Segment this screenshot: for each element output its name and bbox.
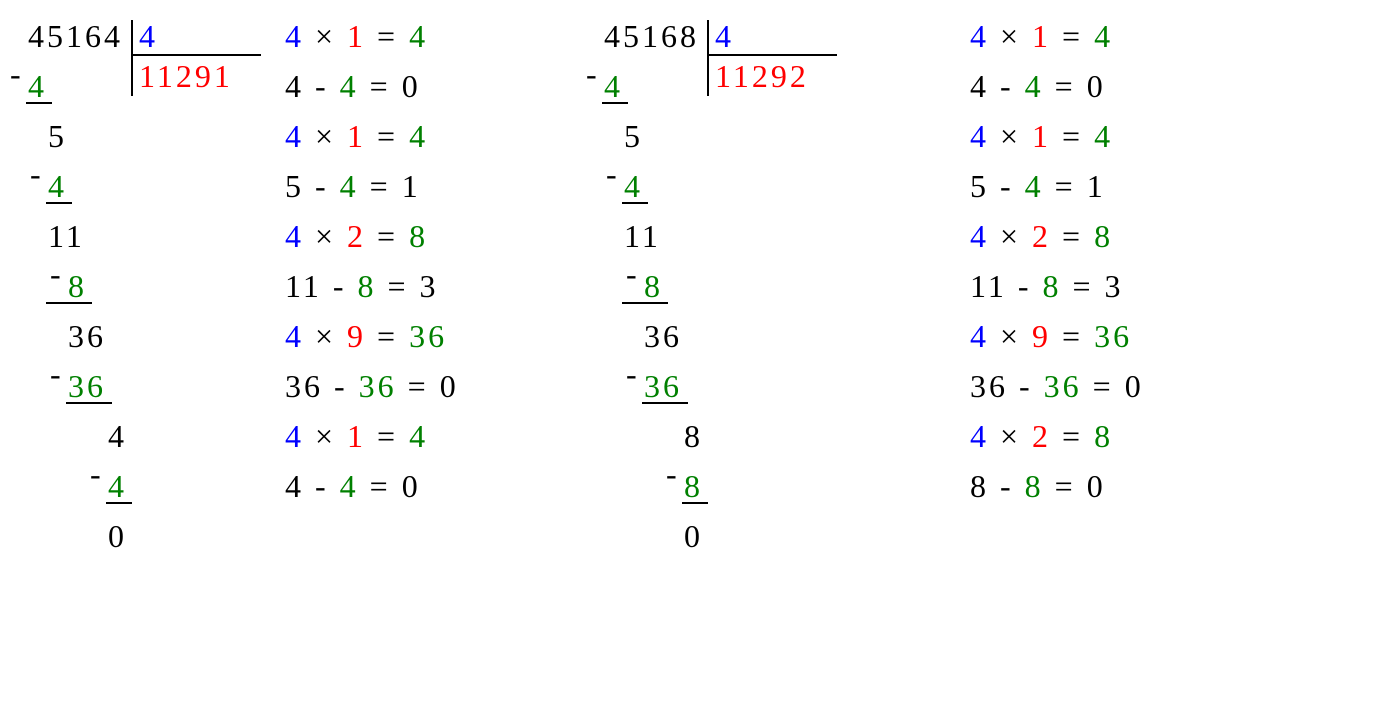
work-2-6: 36 — [644, 368, 682, 405]
rule-1-2 — [46, 202, 72, 204]
minus-1-0: - — [10, 56, 24, 93]
work-1-1: 5 — [48, 118, 67, 155]
work-1-4: 8 — [68, 268, 87, 305]
step-2-7: 36 - 36 = 0 — [970, 368, 1144, 405]
work-1-0: 4 — [28, 68, 47, 105]
step-1-0: 4 × 1 = 4 — [285, 18, 428, 55]
minus-1-6: - — [50, 356, 64, 393]
work-2-7: 8 — [684, 418, 703, 455]
rule-2-0 — [602, 102, 628, 104]
rule-2-2 — [622, 202, 648, 204]
minus-1-4: - — [50, 256, 64, 293]
rule-1-0 — [26, 102, 52, 104]
step-1-9: 4 - 4 = 0 — [285, 468, 421, 505]
minus-2-0: - — [586, 56, 600, 93]
rule-2-4 — [622, 302, 668, 304]
minus-2-4: - — [626, 256, 640, 293]
work-1-7: 4 — [108, 418, 127, 455]
work-2-8: 8 — [684, 468, 703, 505]
work-2-1: 5 — [624, 118, 643, 155]
step-1-4: 4 × 2 = 8 — [285, 218, 428, 255]
step-2-4: 4 × 2 = 8 — [970, 218, 1113, 255]
dividend-1: 45164 — [28, 18, 123, 55]
minus-2-6: - — [626, 356, 640, 393]
rule-1-8 — [106, 502, 132, 504]
work-1-6: 36 — [68, 368, 106, 405]
work-2-0: 4 — [604, 68, 623, 105]
work-2-2: 4 — [624, 168, 643, 205]
minus-1-2: - — [30, 156, 44, 193]
divisor-1: 4 — [139, 18, 158, 55]
work-2-9: 0 — [684, 518, 703, 555]
step-1-2: 4 × 1 = 4 — [285, 118, 428, 155]
rule-2-6 — [642, 402, 688, 404]
quotient-1: 11291 — [139, 58, 233, 95]
dividend-2: 45168 — [604, 18, 699, 55]
step-1-6: 4 × 9 = 36 — [285, 318, 447, 355]
work-1-2: 4 — [48, 168, 67, 205]
divisor-2: 4 — [715, 18, 734, 55]
work-2-5: 36 — [644, 318, 682, 355]
step-2-1: 4 - 4 = 0 — [970, 68, 1106, 105]
step-2-3: 5 - 4 = 1 — [970, 168, 1106, 205]
quotient-2: 11292 — [715, 58, 809, 95]
rule-2-8 — [682, 502, 708, 504]
step-2-5: 11 - 8 = 3 — [970, 268, 1124, 305]
minus-2-8: - — [666, 456, 680, 493]
division-bracket-v-2 — [707, 20, 709, 96]
step-2-8: 4 × 2 = 8 — [970, 418, 1113, 455]
step-2-0: 4 × 1 = 4 — [970, 18, 1113, 55]
work-2-4: 8 — [644, 268, 663, 305]
work-1-5: 36 — [68, 318, 106, 355]
step-1-3: 5 - 4 = 1 — [285, 168, 421, 205]
division-bracket-v-1 — [131, 20, 133, 96]
step-2-9: 8 - 8 = 0 — [970, 468, 1106, 505]
work-2-3: 11 — [624, 218, 661, 255]
step-1-7: 36 - 36 = 0 — [285, 368, 459, 405]
step-1-1: 4 - 4 = 0 — [285, 68, 421, 105]
rule-1-6 — [66, 402, 112, 404]
step-1-5: 11 - 8 = 3 — [285, 268, 439, 305]
step-1-8: 4 × 1 = 4 — [285, 418, 428, 455]
minus-1-8: - — [90, 456, 104, 493]
minus-2-2: - — [606, 156, 620, 193]
work-1-9: 0 — [108, 518, 127, 555]
work-1-8: 4 — [108, 468, 127, 505]
step-2-2: 4 × 1 = 4 — [970, 118, 1113, 155]
work-1-3: 11 — [48, 218, 85, 255]
rule-1-4 — [46, 302, 92, 304]
step-2-6: 4 × 9 = 36 — [970, 318, 1132, 355]
